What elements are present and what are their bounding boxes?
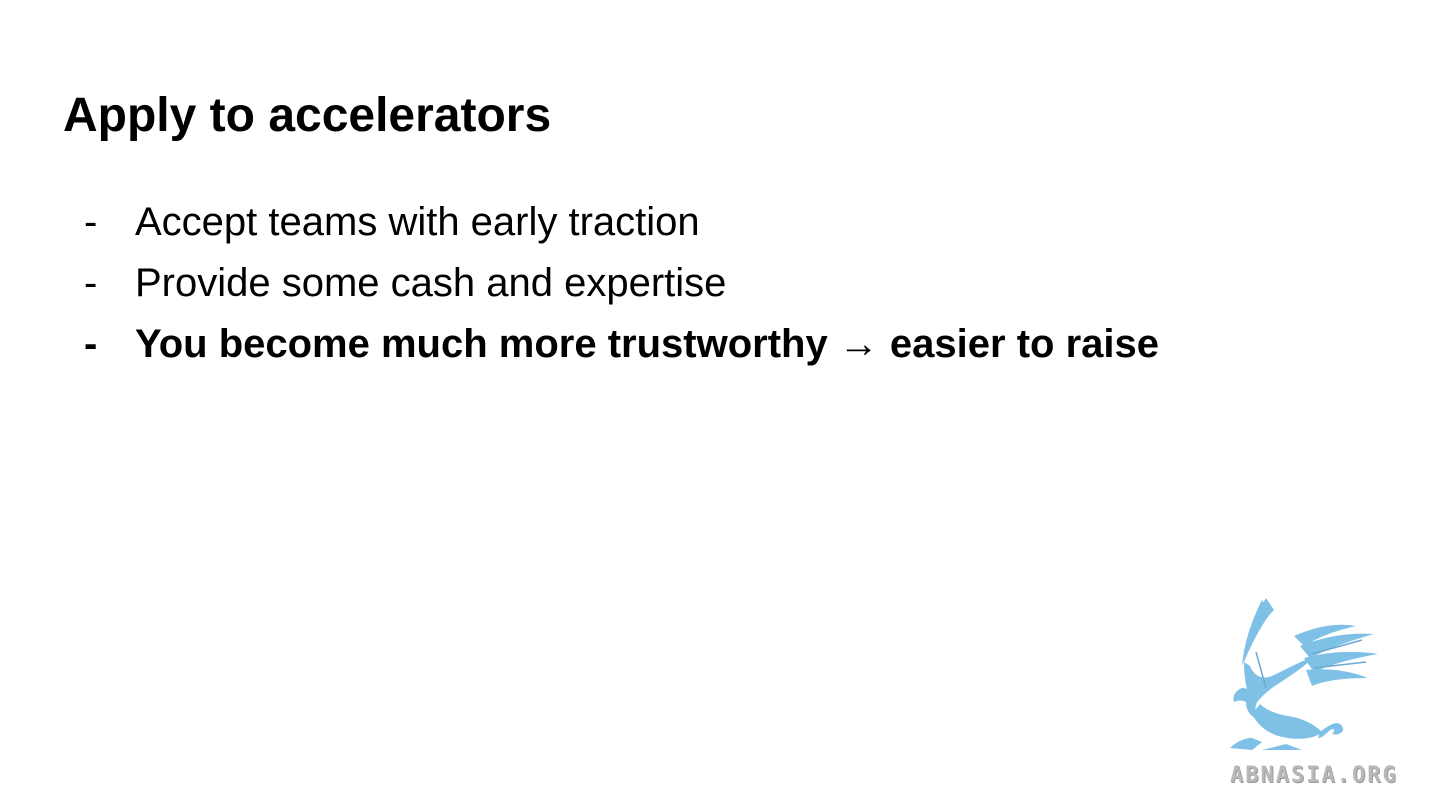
bullet-marker: -: [84, 200, 98, 244]
griffin-icon: [1222, 592, 1388, 758]
bullet-marker: -: [84, 261, 98, 305]
bullet-text: Accept teams with early traction: [135, 200, 700, 244]
bullet-marker: -: [84, 322, 98, 366]
bullet-text: Provide some cash and expertise: [135, 261, 727, 305]
bullet-item: - Accept teams with early traction: [0, 196, 1440, 257]
bullet-item: - Provide some cash and expertise: [0, 257, 1440, 318]
bullet-text: You become much more trustworthy → easie…: [135, 322, 1159, 366]
bullet-item-emphasis: - You become much more trustworthy → eas…: [0, 318, 1440, 379]
watermark-text: ABNASIA.ORG: [1230, 763, 1398, 788]
slide-title: Apply to accelerators: [63, 89, 552, 142]
bullet-list: - Accept teams with early traction - Pro…: [0, 196, 1440, 379]
